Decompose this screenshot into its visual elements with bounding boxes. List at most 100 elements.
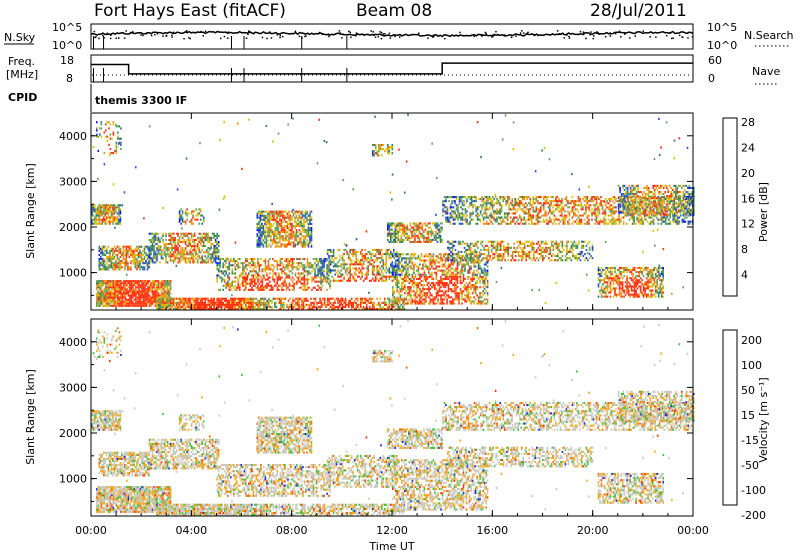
power-cell xyxy=(238,304,240,306)
power-cell xyxy=(132,280,134,282)
power-cell xyxy=(183,251,185,253)
power-cell xyxy=(399,306,401,308)
power-cell xyxy=(192,261,194,263)
power-cell xyxy=(470,284,472,286)
power-cell xyxy=(98,301,100,303)
power-cell xyxy=(245,283,247,285)
power-cell xyxy=(433,300,435,302)
power-cell xyxy=(470,280,472,282)
power-cell xyxy=(437,280,439,282)
power-cell xyxy=(213,247,215,249)
power-cell xyxy=(278,221,280,223)
noise-dot xyxy=(515,35,517,37)
power-cell xyxy=(149,299,151,301)
power-cell xyxy=(256,270,258,272)
power-cell xyxy=(133,254,135,256)
power-cell xyxy=(378,265,380,267)
power-cell xyxy=(134,305,136,307)
power-cell xyxy=(230,300,232,302)
power-cell xyxy=(261,225,263,227)
power-cell xyxy=(413,235,415,237)
power-cell xyxy=(114,303,116,305)
power-cell xyxy=(482,294,484,296)
power-cell xyxy=(105,297,107,299)
power-cell xyxy=(290,217,292,219)
noise-dot xyxy=(140,34,142,36)
power-cell xyxy=(293,283,295,285)
power-cell xyxy=(407,227,409,229)
power-cell xyxy=(389,306,391,308)
power-cell xyxy=(485,290,487,292)
power-cell xyxy=(150,297,152,299)
power-cell xyxy=(386,280,388,282)
power-cell xyxy=(131,303,133,305)
power-cell xyxy=(261,237,263,239)
power-cell xyxy=(194,255,196,257)
power-cell xyxy=(384,276,386,278)
power-cell xyxy=(108,286,110,288)
power-cell xyxy=(119,282,121,284)
power-cell xyxy=(170,255,172,257)
power-cell xyxy=(373,261,375,263)
power-cell xyxy=(287,239,289,241)
power-cell xyxy=(302,227,304,229)
power-cell xyxy=(360,251,362,253)
noise-dot xyxy=(94,31,96,32)
power-cell xyxy=(274,281,276,283)
freq-unit-label: [MHz] xyxy=(6,68,38,81)
power-cell xyxy=(114,262,116,264)
power-cell xyxy=(348,280,350,282)
power-cell xyxy=(294,300,296,302)
power-cell xyxy=(297,231,299,233)
power-cell xyxy=(304,277,306,279)
power-cell xyxy=(170,241,172,243)
power-cell xyxy=(476,280,478,282)
power-cell xyxy=(360,263,362,265)
power-cell xyxy=(288,213,290,215)
power-cell xyxy=(384,298,386,300)
power-cell xyxy=(138,284,140,286)
power-cell xyxy=(346,267,348,269)
power-cell xyxy=(437,237,439,239)
power-cell xyxy=(144,252,146,254)
power-cell xyxy=(233,287,235,289)
power-cell xyxy=(261,231,263,233)
power-cell xyxy=(314,287,316,289)
power-cell xyxy=(452,264,454,266)
power-cell xyxy=(248,274,250,276)
power-cell xyxy=(258,235,260,237)
power-cell xyxy=(294,221,296,223)
noise-dot xyxy=(379,31,381,33)
power-cell xyxy=(179,261,181,263)
power-cell xyxy=(112,254,114,256)
power-cell xyxy=(176,304,178,306)
power-cell xyxy=(272,213,274,215)
power-cell xyxy=(264,235,266,237)
power-cell xyxy=(120,260,122,262)
power-cell xyxy=(307,283,309,285)
power-cell xyxy=(300,233,302,235)
power-cell xyxy=(437,233,439,235)
power-cell xyxy=(416,288,418,290)
power-cell xyxy=(415,264,417,266)
power-cell xyxy=(445,284,447,286)
power-cell xyxy=(245,289,247,291)
power-cell xyxy=(429,241,431,243)
power-cell xyxy=(429,227,431,229)
power-cell xyxy=(289,274,291,276)
power-cell xyxy=(238,287,240,289)
power-cell xyxy=(390,253,392,255)
power-cell xyxy=(239,298,241,300)
power-cell xyxy=(120,297,122,299)
power-cell xyxy=(161,251,163,253)
power-cell xyxy=(396,241,398,243)
power-cell xyxy=(105,206,107,208)
power-cell xyxy=(297,211,299,213)
power-cell xyxy=(264,221,266,223)
power-cell xyxy=(143,282,145,284)
power-cell xyxy=(258,217,260,219)
power-cell xyxy=(460,270,462,272)
power-cell xyxy=(487,286,489,288)
power-cell xyxy=(115,217,117,219)
power-cell xyxy=(364,274,366,276)
